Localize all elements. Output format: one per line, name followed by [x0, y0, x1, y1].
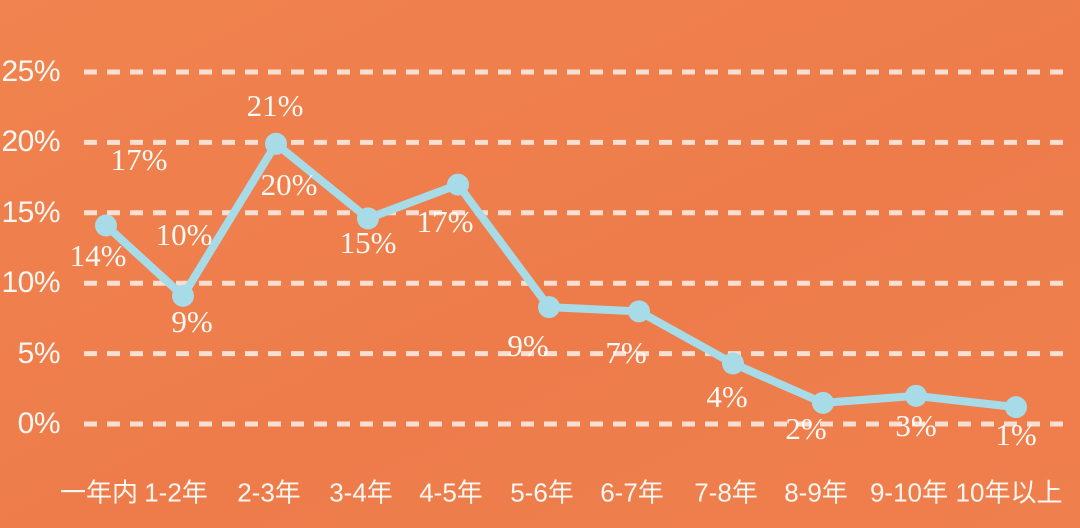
data-point-marker	[812, 391, 834, 414]
y-axis-tick-label: 5%	[17, 336, 61, 370]
x-axis-category-label: 一年内	[59, 477, 139, 508]
data-point-label: 4%	[706, 379, 748, 415]
floating-data-label: 17%	[110, 142, 168, 177]
data-point-label: 17%	[416, 203, 474, 239]
data-point-marker	[172, 284, 194, 307]
x-axis-category-label: 1-2年	[144, 477, 208, 508]
floating-data-label: 10%	[155, 217, 213, 252]
x-axis-category-label: 10年以上	[955, 477, 1063, 508]
gridlines	[84, 69, 1066, 427]
x-axis-category-label: 6-7年	[600, 477, 664, 508]
data-point-marker	[357, 207, 379, 230]
y-axis-tick-label: 0%	[17, 407, 61, 440]
data-point-marker	[538, 296, 560, 319]
y-axis-tick-label: 20%	[1, 125, 60, 159]
data-point-marker	[722, 352, 744, 375]
x-axis-category-label: 9-10年	[869, 477, 949, 508]
floating-data-label: 21%	[246, 88, 304, 123]
data-point-marker	[95, 214, 117, 237]
x-axis-category-label: 4-5年	[419, 477, 483, 508]
series-line	[102, 139, 1020, 412]
data-point-marker	[265, 132, 287, 155]
data-point-label: 15%	[339, 225, 397, 261]
y-axis-tick-label: 25%	[1, 55, 60, 88]
data-point-label: 9%	[507, 328, 549, 364]
x-axis-category-label: 8-9年	[784, 477, 848, 508]
data-point-label: 2%	[785, 410, 827, 446]
series-polyline	[102, 139, 1020, 412]
data-point-marker	[628, 300, 650, 323]
data-point-label: 3%	[895, 407, 937, 443]
data-point-marker	[1005, 396, 1027, 419]
series-markers	[95, 132, 1027, 419]
data-point-label: 14%	[69, 238, 127, 274]
data-point-label: 1%	[995, 417, 1037, 453]
data-point-label: 7%	[605, 335, 647, 371]
y-axis-tick-label: 10%	[1, 266, 60, 300]
x-axis-category-label: 7-8年	[694, 477, 758, 508]
y-axis-tick-label: 15%	[1, 195, 60, 229]
x-axis-category-label: 2-3年	[237, 477, 301, 508]
x-axis-category-label: 3-4年	[329, 477, 393, 508]
data-point-label: 20%	[260, 166, 318, 202]
data-point-marker	[447, 173, 469, 196]
data-point-label: 9%	[171, 303, 213, 339]
x-axis-category-label: 5-6年	[510, 477, 574, 508]
data-point-marker	[905, 384, 927, 407]
